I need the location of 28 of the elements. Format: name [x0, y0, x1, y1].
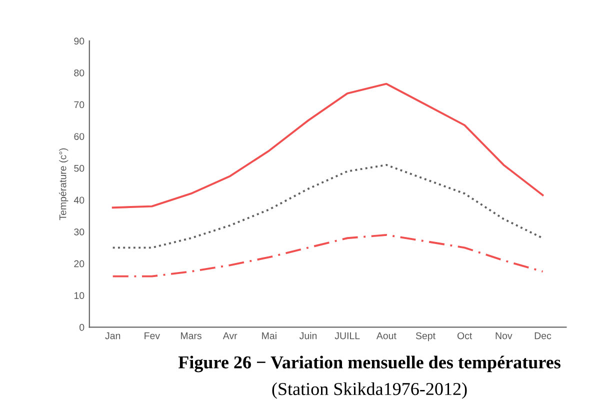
y-tick-label: 30	[74, 228, 84, 236]
x-tick-label: Juin	[299, 332, 317, 340]
y-axis-title: Température (c°)	[58, 148, 68, 220]
y-tick-label: 0	[80, 324, 84, 331]
x-tick-label: Oct	[457, 332, 472, 340]
x-tick-label: Mai	[262, 332, 276, 340]
x-tick-label: Aout	[376, 332, 396, 340]
x-tick-label: Fev	[144, 332, 160, 340]
y-tick-label: 20	[74, 260, 84, 268]
x-tick-label: Avr	[222, 332, 238, 340]
x-tick-label: Sept	[416, 332, 436, 342]
x-tick-label: Mars	[181, 332, 202, 340]
y-tick-label: 10	[74, 292, 84, 300]
y-tick-label: 40	[74, 196, 84, 204]
text: (Station Skikda1976-2012)	[272, 382, 467, 399]
x-tick-label: Nov	[496, 332, 512, 340]
line-series	[112, 82, 544, 209]
x-tick-label: Dec	[534, 332, 552, 340]
y-tick-label: 80	[74, 69, 84, 76]
caption: Figure 26 − Variation mensuelle des températures	[178, 356, 560, 372]
x-tick-label: Jan	[105, 332, 120, 340]
line-series	[112, 234, 544, 278]
y-tick-label: 70	[74, 101, 84, 108]
x-tick-label: JUILL	[334, 332, 360, 340]
y-tick-label: 50	[74, 164, 84, 172]
y-tick-label: 60	[74, 133, 84, 140]
y-tick-label: 90	[74, 38, 84, 45]
line-series	[112, 164, 544, 249]
